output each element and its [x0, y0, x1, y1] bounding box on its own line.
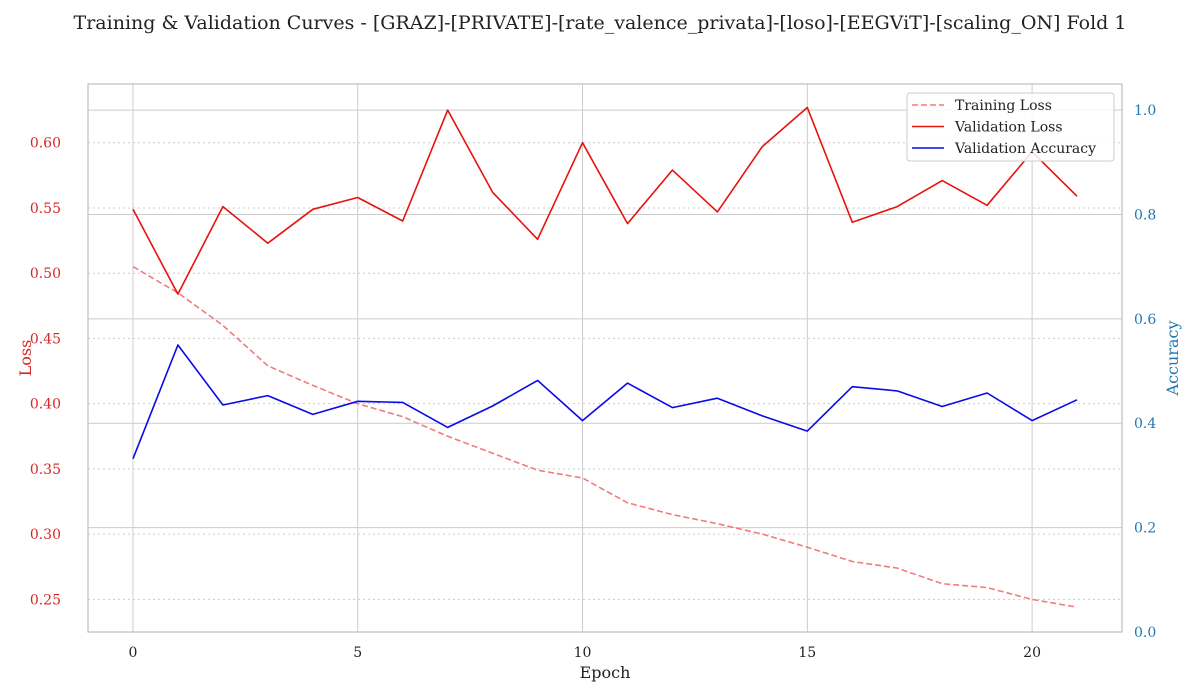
y-right-tick-label: 0.2	[1134, 521, 1156, 537]
y-right-tick-label: 0.0	[1134, 625, 1156, 641]
legend: Training Loss Validation Loss Validation A…	[906, 92, 1115, 162]
x-tick-label: 20	[1023, 645, 1041, 661]
legend-box	[906, 92, 1115, 162]
y-left-tick-label: 0.45	[30, 331, 61, 347]
grid	[88, 84, 1122, 633]
y-left-tick-label: 0.55	[30, 201, 61, 217]
plot-frame	[87, 83, 1123, 633]
y-left-tick-label: 0.25	[30, 592, 61, 608]
x-tick-label: 5	[353, 645, 362, 661]
y-right-tick-label: 0.8	[1134, 207, 1156, 223]
x-tick-label: 10	[574, 645, 592, 661]
legend-label: Validation Loss	[954, 120, 1063, 136]
y-left-tick-label: 0.60	[30, 136, 61, 152]
y-left-ticks: 0.25 0.30 0.35 0.40 0.45 0.50 0.55 0.60	[30, 136, 61, 609]
series-line-validation-accuracy	[132, 344, 1078, 459]
x-tick-label: 15	[798, 645, 816, 661]
y-left-tick-label: 0.40	[30, 397, 61, 413]
plot-border	[87, 83, 1123, 633]
legend-label: Validation Accuracy	[954, 141, 1096, 157]
series-line-training-loss	[132, 266, 1078, 608]
series-line-validation-loss	[132, 106, 1078, 295]
y-right-tick-label: 1.0	[1134, 103, 1156, 119]
series-lines	[132, 106, 1078, 608]
y-right-tick-label: 0.6	[1134, 312, 1156, 328]
x-ticks: 0 5 10 15 20	[128, 645, 1041, 661]
y-right-axis-label: Accuracy	[1163, 321, 1182, 397]
chart-title: Training & Validation Curves - [GRAZ]-[P…	[74, 12, 1127, 34]
x-axis-label: Epoch	[580, 663, 631, 682]
y-left-tick-label: 0.35	[30, 462, 61, 478]
legend-label: Training Loss	[955, 98, 1052, 114]
y-left-tick-label: 0.30	[30, 527, 61, 543]
y-right-tick-label: 0.4	[1134, 416, 1156, 432]
y-right-ticks: 0.0 0.2 0.4 0.6 0.8 1.0	[1134, 103, 1156, 641]
x-tick-label: 0	[128, 645, 137, 661]
y-left-axis-label: Loss	[16, 340, 35, 377]
y-left-tick-label: 0.50	[30, 266, 61, 282]
